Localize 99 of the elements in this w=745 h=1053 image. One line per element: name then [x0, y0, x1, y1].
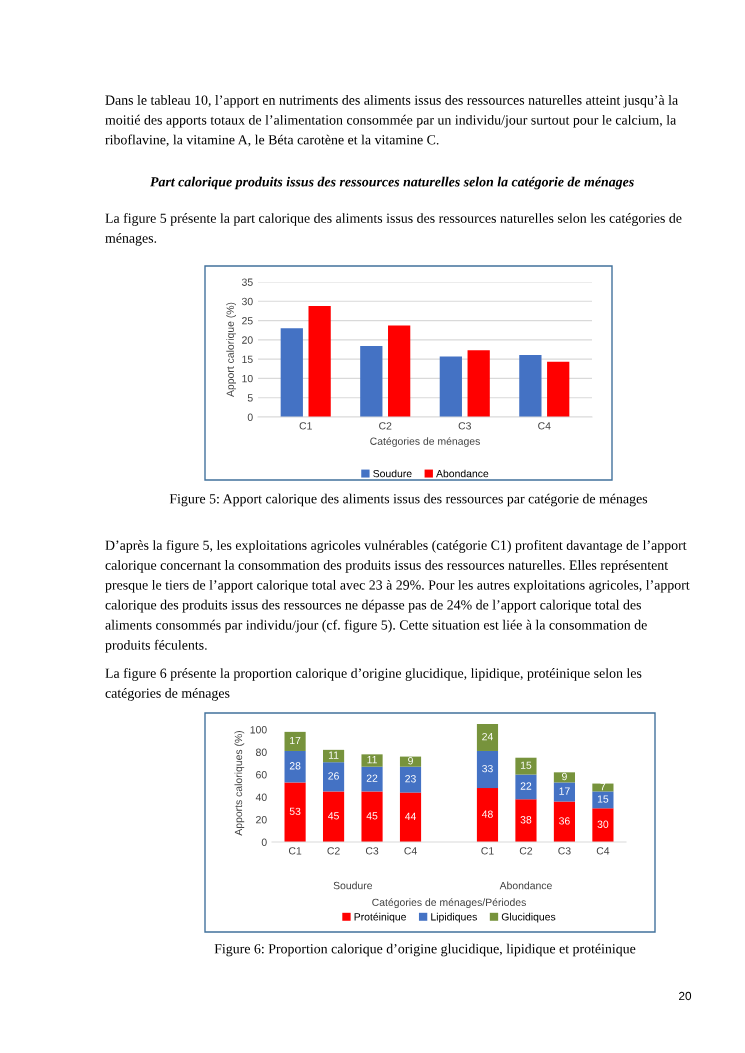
x-tick-label: C1 — [481, 847, 494, 855]
data-label: 53 — [289, 807, 301, 816]
bar — [399, 766, 422, 793]
text: La figure 6 présente la proportion calorique d’origine glucidique, lipidique, protéinique selon les catégories de ménages — [105, 668, 642, 701]
data-label: 36 — [559, 817, 570, 825]
data-label: 22 — [366, 774, 378, 782]
data-label: 48 — [481, 810, 493, 818]
y-tick-label: 40 — [255, 793, 267, 801]
legend-label: Glucidiques — [501, 912, 556, 923]
data-label: 11 — [328, 751, 339, 759]
y-tick-label: 20 — [242, 336, 253, 344]
text: Figure 5: Apport calorique des aliments issus des ressources par catégorie de ménages — [169, 493, 648, 507]
x-tick-label: C3 — [558, 847, 571, 855]
bar — [399, 792, 422, 842]
bar — [360, 346, 383, 417]
legend-label: Protéinique — [354, 912, 406, 923]
bar — [547, 361, 570, 417]
y-tick-label: 10 — [242, 374, 253, 383]
x-tick-label: C2 — [379, 422, 392, 430]
bar — [308, 305, 331, 417]
x-tick-label: C4 — [538, 422, 551, 430]
bar — [399, 756, 422, 767]
text: 20 — [679, 991, 692, 1001]
bar — [476, 750, 499, 789]
text: Dans le tableau 10, l’apport en nutriments des aliments issus des ressources naturelles atteint jusqu’à la moitié des apports totaux de l’alimentation consommée par un individu/jour surtout pour le calcium, la riboflavine, la vitamine A, le Béta carotène et la vitamine C. — [105, 95, 678, 147]
data-label: 22 — [520, 782, 532, 790]
text: Part calorique produits issus des ressources naturelles selon la catégorie de ménages — [149, 176, 634, 190]
x-tick-label: C3 — [365, 847, 379, 855]
y-tick-label: 25 — [242, 317, 253, 325]
data-label: 9 — [408, 757, 413, 765]
data-label: 38 — [520, 816, 532, 824]
bar — [284, 782, 306, 842]
bar — [361, 766, 383, 792]
y-tick-label: 60 — [256, 771, 267, 779]
data-label: 15 — [520, 761, 532, 769]
bar — [515, 757, 537, 775]
x-axis-title: Catégories de ménages — [370, 437, 480, 447]
x-tick-label: C3 — [458, 422, 471, 430]
data-label: 45 — [366, 812, 378, 820]
legend-label: Abondance — [436, 469, 489, 478]
data-label: 17 — [290, 736, 301, 745]
y-tick-label: 35 — [241, 278, 253, 286]
bar — [553, 782, 576, 802]
x-axis-title: Catégories de ménages/Périodes — [372, 898, 526, 909]
x-tick-label: C1 — [299, 422, 312, 430]
y-tick-label: 0 — [261, 838, 267, 846]
bar — [284, 750, 306, 783]
bar — [388, 325, 411, 417]
text: Soudure — [333, 881, 373, 890]
data-label: 15 — [597, 795, 609, 803]
data-label: 33 — [482, 764, 493, 773]
data-label: 17 — [559, 787, 570, 795]
bar — [553, 801, 576, 842]
text: D’après la figure 5, les exploitations agricoles vulnérables (catégorie C1) profitent davantage de l’apport calorique concernant la consommation des produits issus des ressources naturelles. Elles représentent presque le tiers de l’apport calorique total avec 23 à 29%. Pour les autres exploitations agricoles, l’apport calorique des produits issus des ressources ne dépasse pas de 24% de l’apport calorique total des aliments consommés par individu/jour (cf. figure 5). Cette situation est liée à la consommation de produits féculents. — [105, 540, 690, 653]
bar — [284, 731, 306, 751]
bar — [467, 350, 490, 417]
y-axis-title: Apport calorique (%) — [226, 302, 236, 397]
x-tick-label: C2 — [327, 847, 340, 855]
bar — [515, 774, 537, 800]
x-tick-label: C4 — [404, 847, 417, 855]
data-label: 9 — [562, 772, 567, 781]
legend-label: Lipidiques — [431, 912, 477, 923]
legend-label: Soudure — [373, 469, 412, 478]
data-label: 23 — [405, 775, 416, 783]
y-tick-label: 15 — [242, 355, 253, 364]
bar — [361, 754, 383, 767]
bar — [515, 799, 537, 842]
x-tick-label: C1 — [288, 847, 302, 855]
bar — [553, 772, 576, 783]
y-tick-label: 0 — [247, 413, 253, 421]
bar — [361, 791, 383, 842]
x-tick-label: C4 — [596, 847, 610, 855]
bar — [280, 328, 303, 417]
y-tick-label: 20 — [256, 816, 267, 824]
bar — [476, 724, 499, 751]
bar — [476, 788, 499, 842]
data-label: 7 — [600, 783, 606, 791]
data-label: 26 — [328, 772, 339, 780]
data-label: 45 — [328, 812, 339, 820]
y-axis-title: Apports caloriques (%) — [234, 730, 245, 836]
bar — [592, 791, 614, 809]
text: La figure 5 présente la part calorique des aliments issus des ressources naturelles selon les catégories de ménages. — [105, 213, 682, 246]
bar — [322, 762, 345, 792]
data-label: 30 — [597, 820, 609, 828]
y-tick-label: 80 — [256, 748, 267, 756]
text: Abondance — [499, 881, 552, 890]
data-label: 44 — [404, 812, 417, 820]
x-tick-label: C2 — [519, 847, 533, 855]
data-label: 28 — [289, 762, 301, 770]
bar — [592, 808, 614, 842]
y-tick-label: 100 — [250, 726, 267, 734]
bar — [322, 791, 345, 842]
bar — [439, 356, 462, 417]
y-tick-label: 30 — [241, 297, 253, 306]
data-label: 24 — [482, 732, 493, 741]
bar — [519, 354, 542, 417]
y-tick-label: 5 — [247, 394, 253, 402]
data-label: 11 — [367, 756, 377, 764]
text: Figure 6: Proportion calorique d’origine glucidique, lipidique et protéinique — [214, 943, 636, 957]
